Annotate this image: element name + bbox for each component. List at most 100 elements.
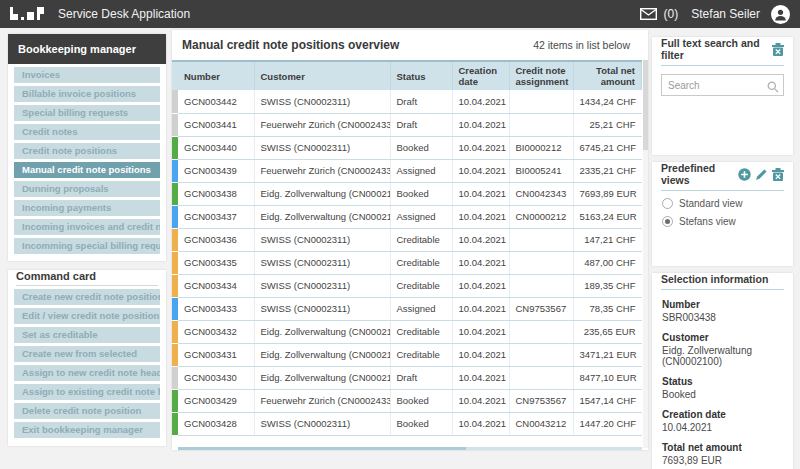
page-title: Manual credit note positions overview [182,38,399,52]
cell-assignment [509,274,573,297]
view-option-label: Stefans view [679,216,736,227]
selection-field: NumberSBR003438 [662,299,783,323]
table-row[interactable]: GCN003436SWISS (CN0002311)Creditable10.0… [172,228,642,251]
cell-assignment: CN0043212 [509,412,573,435]
mail-icon[interactable] [640,8,657,20]
cell-number: GCN003439 [178,159,254,182]
clear-filter-icon[interactable] [772,43,784,56]
table-row[interactable]: GCN003440SWISS (CN0002311)Booked10.04.20… [172,136,642,159]
command-item[interactable]: Set as creditable [14,327,160,343]
selection-field-value: SBR003438 [662,312,783,323]
cell-number: GCN003436 [178,228,254,251]
views-list: Standard view Stefans view [652,198,793,227]
user-avatar[interactable] [771,5,790,24]
cell-customer: Eidg. Zollverwaltung (CN0002100) [254,343,390,366]
cell-amount: 1434,24 CHF [573,90,642,113]
cell-customer: Eidg. Zollverwaltung (CN0002100) [254,366,390,389]
cell-customer: SWISS (CN0002311) [254,228,390,251]
command-item[interactable]: Exit bookkeeping manager [14,422,160,438]
cell-assignment [509,320,573,343]
selection-fields: NumberSBR003438 CustomerEidg. Zollverwalt… [652,299,793,466]
cell-number: GCN003432 [178,320,254,343]
table-row[interactable]: GCN003439Feuerwehr Zürich (CN0002433)Ass… [172,159,642,182]
table-row[interactable]: GCN003429Feuerwehr Zürich (CN0002433)Boo… [172,389,642,412]
sidebar-item[interactable]: Dunning proposals [14,181,160,197]
column-header[interactable]: Credit note assignment [509,61,573,90]
sidebar-item[interactable]: Incoming payments [14,200,160,216]
vertical-scrollbar[interactable] [643,60,648,448]
cell-status: Assigned [390,205,452,228]
column-header[interactable]: Creation date [452,61,509,90]
command-item[interactable]: Create new from selected [14,346,160,362]
column-header[interactable]: Customer [254,61,390,90]
edit-view-icon[interactable] [755,168,768,181]
cell-customer: SWISS (CN0002311) [254,412,390,435]
cell-creation-date: 10.04.2021 [452,136,509,159]
cell-status: Creditable [390,320,452,343]
delete-view-icon[interactable] [772,168,784,181]
view-option[interactable]: Standard view [662,198,783,209]
cell-creation-date: 10.04.2021 [452,159,509,182]
table-row[interactable]: GCN003432Eidg. Zollverwaltung (CN0002100… [172,320,642,343]
sidebar-item[interactable]: Billable invoice positions [14,86,160,102]
selection-info-card: Selection information NumberSBR003438Cus… [652,273,793,469]
cell-assignment [509,90,573,113]
search-input[interactable] [661,74,784,96]
cell-number: GCN003438 [178,182,254,205]
command-item[interactable]: Edit / view credit note position [14,308,160,324]
selection-field-value: 7693,89 EUR [662,455,783,466]
command-item[interactable]: Create new credit note position [14,289,160,305]
cell-number: GCN003428 [178,412,254,435]
table-row[interactable]: GCN003438Eidg. Zollverwaltung (CN0002100… [172,182,642,205]
table-row[interactable]: GCN003434SWISS (CN0002311)Creditable10.0… [172,274,642,297]
cell-customer: Eidg. Zollverwaltung (CN0002100) [254,320,390,343]
column-header[interactable]: Number [178,61,254,90]
app-title: Service Desk Application [58,7,190,21]
sidebar-item[interactable]: Special billing requests [14,105,160,121]
command-menu: Create new credit note position Edit / vi… [8,289,166,438]
command-item[interactable]: Delete credit note position [14,403,160,419]
sidebar-item[interactable]: Incomming special billing requests [14,238,160,254]
view-option[interactable]: Stefans view [662,216,783,227]
top-bar: Service Desk Application (0) Stefan Seil… [0,0,800,28]
sidebar-menu: Invoices Billable invoice positions Specia… [8,67,166,254]
table-row[interactable]: GCN003428SWISS (CN0002311)Booked10.04.20… [172,412,642,435]
search-icon [767,79,779,97]
sidebar-item[interactable]: Incoming invoices and credit notes [14,219,160,235]
selection-field: CustomerEidg. Zollverwaltung (CN0002100) [662,332,783,367]
selection-field: Creation date10.04.2021 [662,409,783,433]
column-header[interactable]: Total net amount [573,61,642,90]
selection-field-value: Eidg. Zollverwaltung (CN0002100) [662,345,783,367]
sidebar-item[interactable]: Invoices [14,67,160,83]
sidebar-item[interactable]: Credit note positions [14,143,160,159]
table-row[interactable]: GCN003433SWISS (CN0002311)Assigned10.04.… [172,297,642,320]
radio-icon[interactable] [662,216,673,227]
table-header-row: NumberCustomerStatusCreation dateCredit … [172,61,642,90]
radio-icon[interactable] [662,198,673,209]
cell-customer: Feuerwehr Zürich (CN0002433) [254,389,390,412]
add-view-icon[interactable] [738,168,751,181]
column-header[interactable]: Status [390,61,452,90]
table-row[interactable]: GCN003435SWISS (CN0002311)Creditable10.0… [172,251,642,274]
command-item[interactable]: Assign to existing credit note header [14,384,160,400]
sidebar-item[interactable]: Credit notes [14,124,160,140]
cell-status: Booked [390,412,452,435]
items-count: 42 items in list below [533,39,638,51]
cell-status: Assigned [390,159,452,182]
table-row[interactable]: GCN003442SWISS (CN0002311)Draft10.04.202… [172,90,642,113]
command-item[interactable]: Assign to new credit note header [14,365,160,381]
sidebar-item[interactable]: Manual credit note positions [14,162,160,178]
cell-status: Creditable [390,343,452,366]
table-row[interactable]: GCN003430Eidg. Zollverwaltung (CN0002100… [172,366,642,389]
table-row[interactable]: GCN003441Feuerwehr Zürich (CN0002433)Dra… [172,113,642,136]
table-row[interactable]: GCN003431Eidg. Zollverwaltung (CN0002100… [172,343,642,366]
table-row[interactable]: GCN003437Eidg. Zollverwaltung (CN0002100… [172,205,642,228]
cell-assignment [509,113,573,136]
cell-creation-date: 10.04.2021 [452,228,509,251]
cell-number: GCN003430 [178,366,254,389]
cell-number: GCN003434 [178,274,254,297]
cell-customer: SWISS (CN0002311) [254,136,390,159]
horizontal-scrollbar[interactable] [178,447,642,450]
command-card: Command card Create new credit note posi… [8,270,166,446]
cell-amount: 3471,21 EUR [573,343,642,366]
